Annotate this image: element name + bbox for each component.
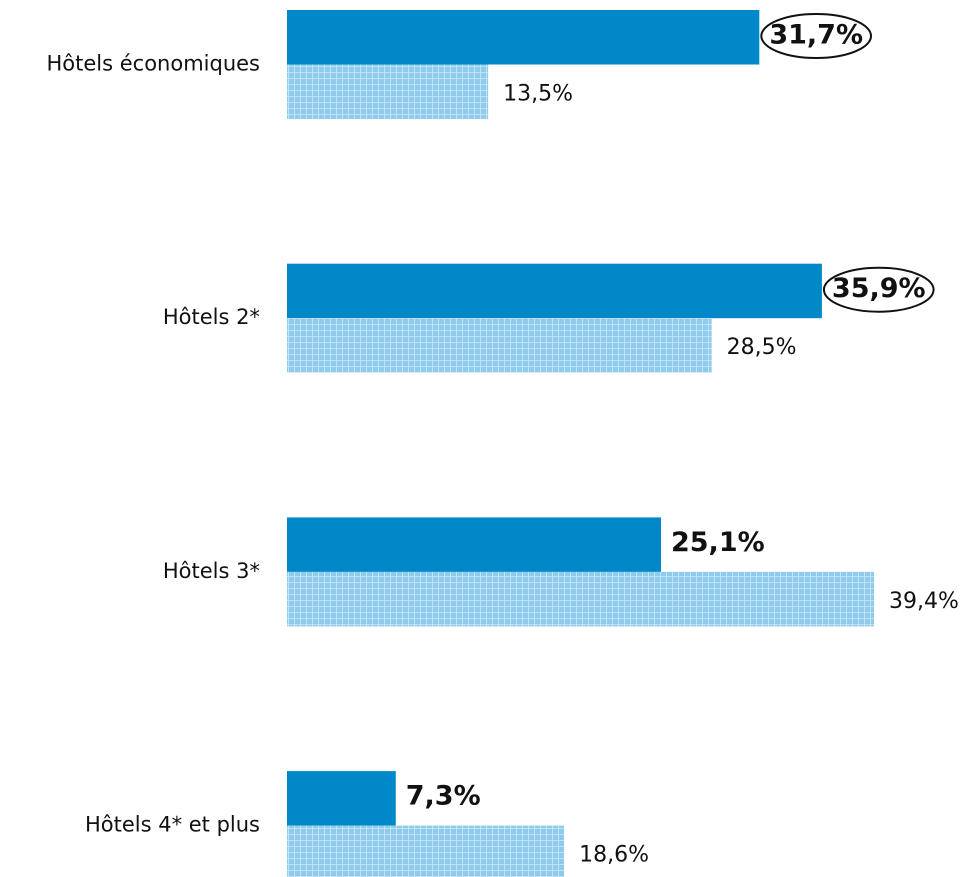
data-label: 7,3% <box>406 781 481 812</box>
data-label: 25,1% <box>671 527 765 558</box>
bar <box>287 571 875 627</box>
category-label: Hôtels économiques <box>46 52 260 76</box>
data-label: 31,7% <box>769 20 863 51</box>
bar <box>287 10 760 65</box>
bar <box>287 64 489 119</box>
data-label: 13,5% <box>503 82 573 107</box>
highlight-circle <box>760 13 873 59</box>
category-label: Hôtels 3* <box>163 559 260 583</box>
category-label: Hôtels 4* et plus <box>85 813 260 837</box>
bar <box>287 825 565 877</box>
data-label: 35,9% <box>832 273 926 304</box>
data-label: 18,6% <box>579 843 649 868</box>
bar <box>287 318 712 373</box>
highlight-circle <box>822 266 935 313</box>
category-label: Hôtels 2* <box>163 305 260 329</box>
bar <box>287 517 661 572</box>
data-label: 28,5% <box>727 335 797 360</box>
bar <box>287 263 822 319</box>
bar <box>287 771 396 826</box>
data-label: 39,4% <box>889 589 959 614</box>
